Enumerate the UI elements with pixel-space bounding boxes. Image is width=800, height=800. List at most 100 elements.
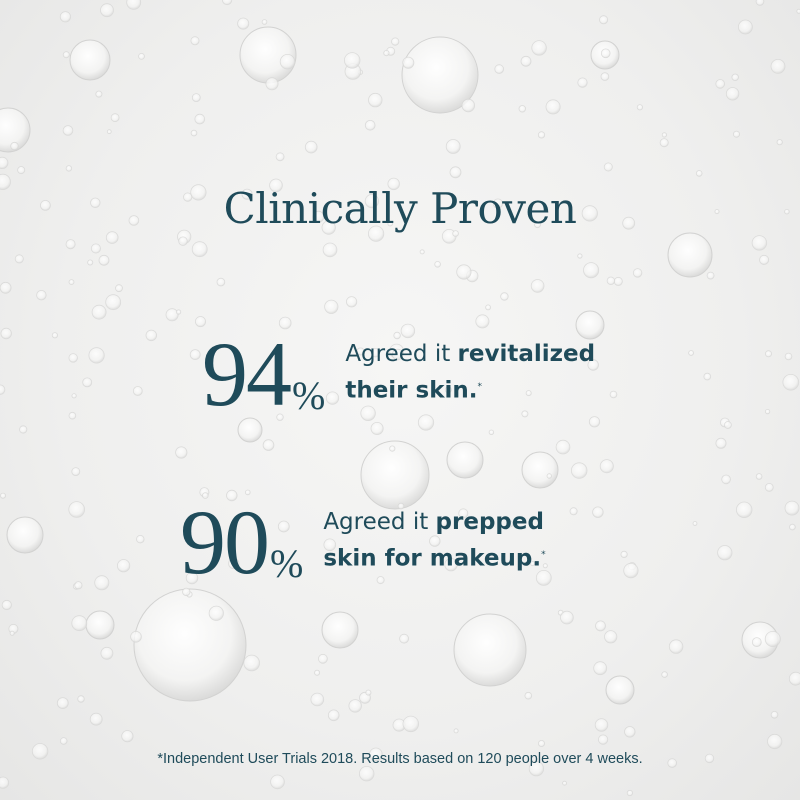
water-droplet [535, 570, 552, 586]
water-droplet [0, 281, 12, 294]
water-droplet [453, 613, 527, 687]
water-droplet [609, 390, 618, 399]
water-droplet [59, 11, 72, 23]
water-droplet [121, 730, 134, 743]
stat-description-bold: revitalized [457, 341, 596, 367]
water-droplet [175, 446, 188, 459]
water-droplet [429, 535, 441, 547]
water-droplet [400, 323, 416, 339]
water-droplet [208, 605, 224, 621]
water-droplet [98, 254, 110, 266]
water-droplet [434, 260, 441, 268]
water-droplet [106, 129, 112, 135]
water-droplet [132, 386, 143, 396]
water-droplet [599, 15, 609, 25]
water-droplet [237, 17, 250, 30]
water-droplet [145, 329, 158, 342]
water-droplet [494, 64, 505, 74]
water-droplet [659, 138, 669, 148]
water-droplet [0, 173, 11, 190]
water-droplet [376, 576, 385, 585]
water-droplet [784, 208, 790, 215]
water-droplet [525, 390, 532, 397]
water-droplet [14, 254, 24, 264]
water-droplet [228, 557, 240, 570]
water-droplet [138, 53, 145, 60]
water-droplet [383, 49, 390, 57]
water-droplet [126, 0, 142, 10]
water-droplet [751, 637, 762, 647]
water-droplet [370, 348, 381, 358]
water-droplet [606, 276, 616, 285]
water-droplet [68, 411, 77, 420]
water-droplet [327, 709, 340, 722]
water-droplet [452, 230, 459, 237]
water-droplet [603, 162, 613, 172]
water-droplet [560, 610, 574, 625]
water-droplet [445, 139, 461, 154]
water-droplet [216, 277, 226, 287]
water-droplet [542, 563, 548, 569]
water-droplet [458, 508, 469, 519]
stat-description-bold: their skin. [345, 377, 478, 404]
asterisk: * [541, 550, 546, 560]
water-droplet [190, 184, 207, 201]
water-droplet [402, 56, 415, 69]
water-droplet [599, 459, 614, 474]
water-droplet [444, 558, 458, 572]
water-droplet [636, 104, 644, 111]
water-droplet [593, 661, 608, 676]
water-droplet [117, 559, 131, 573]
water-droplet [0, 384, 6, 395]
water-droplet [185, 571, 199, 585]
water-droplet [755, 0, 765, 6]
water-droplet [321, 220, 336, 235]
water-droplet [178, 236, 188, 246]
water-droplet [439, 517, 449, 527]
water-droplet [626, 789, 634, 797]
water-droplet [62, 125, 74, 136]
water-droplet [575, 310, 605, 340]
water-droplet [95, 90, 103, 98]
water-droplet [456, 264, 472, 280]
water-droplet [706, 271, 715, 280]
water-droplet [453, 728, 459, 734]
water-droplet [569, 507, 578, 516]
water-droplet [399, 633, 410, 644]
water-droplet [91, 304, 107, 320]
water-droplet [537, 131, 546, 139]
water-droplet [265, 77, 279, 91]
water-droplet [751, 235, 768, 251]
water-droplet [345, 296, 358, 308]
percent-sign: % [270, 541, 304, 586]
water-droplet [87, 259, 94, 266]
water-droplet [505, 520, 514, 528]
water-droplet [312, 210, 325, 223]
water-droplet [528, 761, 545, 777]
water-droplet [770, 710, 779, 719]
water-droplet [68, 279, 75, 286]
water-droplet [577, 77, 588, 88]
water-droplet [393, 331, 401, 340]
water-droplet [69, 39, 111, 81]
water-droplet [277, 520, 290, 533]
water-droplet [367, 225, 385, 242]
water-droplet [592, 506, 604, 518]
water-droplet [624, 726, 636, 738]
water-droplet [71, 467, 81, 477]
water-droplet [190, 36, 200, 46]
water-droplet [62, 51, 70, 59]
water-droplet [521, 451, 559, 489]
asterisk: * [477, 382, 483, 392]
water-droplet [721, 474, 731, 485]
water-droplet [789, 523, 796, 531]
water-droplet [620, 550, 628, 559]
water-droplet [90, 243, 101, 254]
water-droplet [583, 262, 600, 279]
water-droplet [261, 19, 268, 25]
water-droplet [444, 386, 452, 394]
water-droplet [692, 521, 698, 526]
water-droplet [370, 421, 384, 435]
water-droplet [226, 489, 238, 502]
